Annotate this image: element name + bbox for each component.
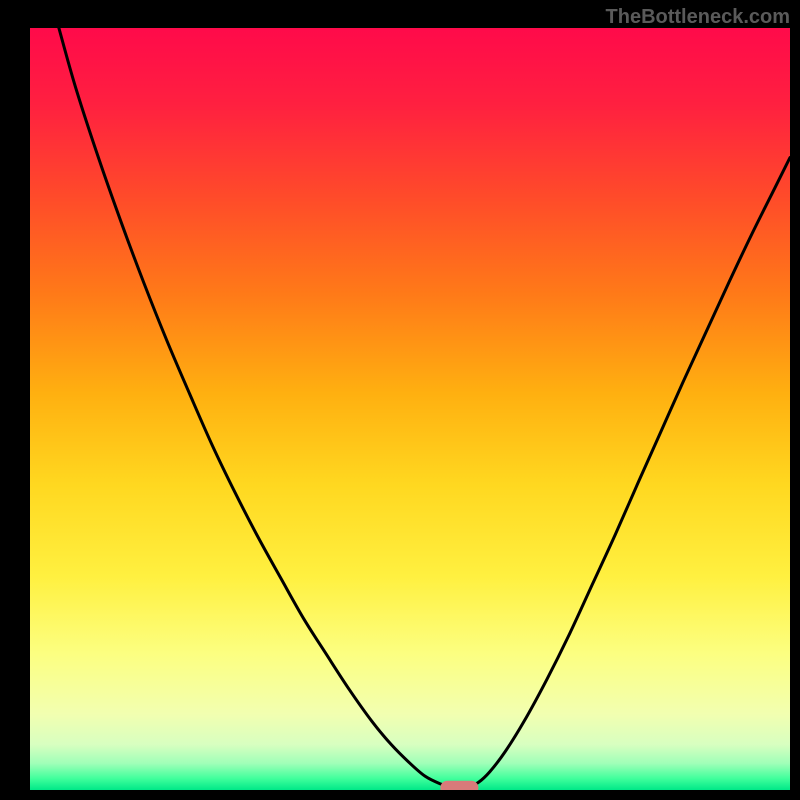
watermark-text: TheBottleneck.com xyxy=(606,6,790,29)
chart-background xyxy=(30,28,790,790)
chart-container: TheBottleneck.com xyxy=(0,0,800,800)
bottleneck-chart xyxy=(0,0,800,800)
